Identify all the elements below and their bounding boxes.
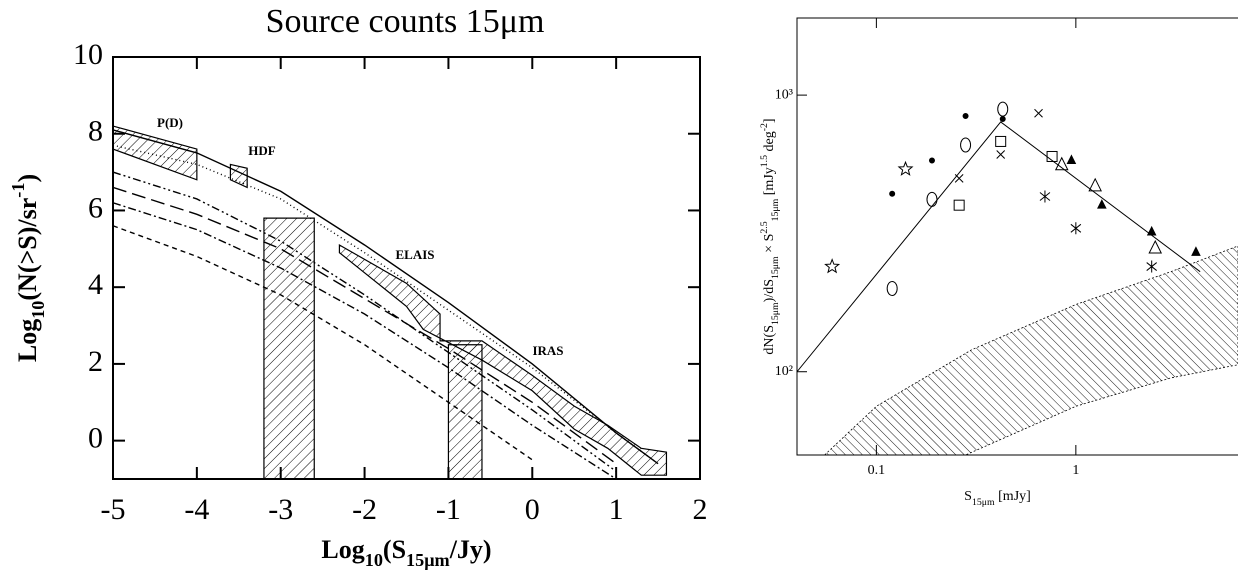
axis-label-part: 1.5	[759, 155, 770, 167]
marker	[928, 157, 935, 164]
plot-area	[113, 125, 668, 479]
x-tick-label: 1	[609, 493, 624, 526]
marker	[1088, 177, 1102, 192]
axis-label-part: 2.5	[759, 221, 770, 233]
marker	[953, 199, 965, 211]
axis-label-part: -1	[8, 183, 28, 198]
marker	[997, 101, 1009, 117]
model-curve	[113, 202, 617, 479]
axis-label-part: ]	[762, 118, 777, 123]
model-curve	[113, 144, 659, 465]
marker	[1146, 225, 1157, 236]
axis-label-part: 10	[28, 301, 48, 319]
marker	[1191, 246, 1201, 256]
annotation: HDF	[248, 143, 276, 158]
hatched-band	[824, 245, 1238, 455]
marker	[1039, 190, 1051, 203]
annotation: P(D)	[157, 115, 183, 130]
axis-label-part: S	[964, 489, 972, 504]
marker	[897, 160, 914, 176]
marker	[996, 150, 1006, 159]
marker	[1066, 154, 1077, 165]
hatched-region	[229, 163, 248, 189]
axis-label-part: (N(>S)/sr	[13, 198, 42, 301]
axis-label: Log10(N(>S)/sr-1)	[8, 174, 48, 362]
marker	[886, 280, 898, 296]
marker	[926, 191, 938, 207]
axis-label-part: Log	[13, 319, 42, 362]
x-tick-label: -5	[101, 493, 126, 526]
model-line	[797, 121, 1201, 373]
axis-label-part: 15μm	[770, 198, 781, 221]
axis-label-part: [mJy]	[995, 489, 1031, 504]
axis-label-part: /Jy)	[449, 535, 492, 564]
y-tick-label: 8	[88, 115, 103, 148]
marker	[995, 135, 1007, 147]
x-tick-label: -1	[436, 493, 461, 526]
axis-label-part: 15μm	[770, 256, 781, 279]
marker	[954, 174, 964, 183]
hatched-region	[113, 125, 198, 181]
y-tick-label: 10²	[775, 364, 793, 379]
marker	[1046, 150, 1058, 162]
axis-label-part: 10	[365, 550, 383, 570]
axis-label-part: (S	[383, 535, 406, 564]
y-tick-label: 2	[88, 345, 103, 378]
x-tick-label: 0.1	[868, 463, 886, 478]
y-tick-label: 4	[88, 268, 103, 301]
axis-label-part: -2	[759, 123, 770, 131]
marker	[1146, 260, 1158, 273]
x-tick-label: 2	[693, 493, 708, 526]
model-curve	[113, 225, 533, 461]
axis-label-part: dN(S	[762, 325, 777, 355]
model-curve	[113, 186, 617, 465]
axis-label-part: × S	[762, 234, 777, 257]
y-tick-label: 0	[88, 422, 103, 455]
hatched-region	[338, 243, 668, 476]
marker	[824, 258, 841, 274]
axis-label: Log10(S15μm/Jy)	[321, 535, 491, 570]
axis-label: dN(S15μm)/dS15μm × S2.515μm [mJy1.5 deg-…	[759, 118, 781, 354]
model-curve	[113, 129, 659, 465]
axis-label-part: 15μm	[770, 302, 781, 325]
plot-area	[797, 101, 1238, 455]
plot-frame	[796, 17, 1238, 456]
axis-label-part: [mJy	[762, 167, 777, 199]
x-tick-label: -4	[184, 493, 209, 526]
y-tick-label: 6	[88, 191, 103, 224]
x-tick-label: 0	[525, 493, 540, 526]
plot-frame	[112, 56, 701, 480]
annotation: ELAIS	[395, 247, 434, 262]
axis-label-part: 15μm	[406, 550, 450, 570]
marker	[1054, 156, 1069, 171]
axis-label-part: )/dS	[762, 279, 777, 302]
x-tick-label: -3	[268, 493, 293, 526]
axis-label-part: )	[13, 174, 42, 183]
marker	[999, 115, 1006, 122]
chart-title: Source counts 15μm	[266, 3, 545, 40]
marker	[1070, 222, 1082, 235]
annotation: IRAS	[532, 343, 563, 358]
x-tick-label: 1	[1072, 463, 1079, 478]
axis-label-part: deg	[762, 131, 777, 155]
marker	[889, 190, 896, 197]
axis-label-part: 15μm	[972, 497, 995, 508]
marker	[960, 137, 972, 153]
hatched-region	[447, 344, 483, 479]
y-tick-label: 10	[73, 38, 103, 71]
y-tick-label: 10³	[775, 87, 793, 102]
marker	[1097, 199, 1107, 209]
marker	[962, 113, 969, 120]
x-tick-label: -2	[352, 493, 377, 526]
axis-label-part: Log	[321, 535, 364, 564]
marker	[1148, 239, 1163, 254]
hatched-region	[263, 217, 315, 479]
marker	[1034, 108, 1043, 118]
axis-label: S15μm [mJy]	[964, 489, 1031, 508]
model-curve	[113, 171, 617, 472]
